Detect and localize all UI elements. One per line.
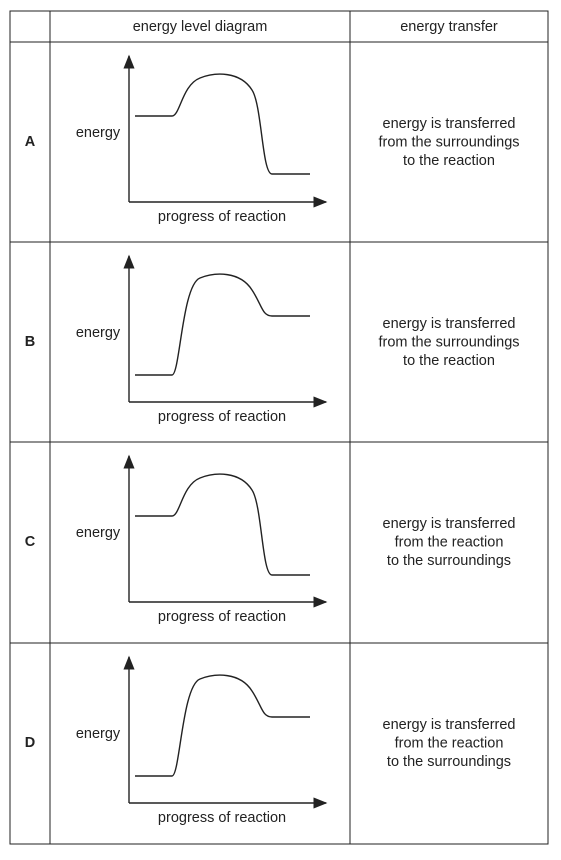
x-axis-label: progress of reaction [158, 409, 286, 425]
y-axis-label: energy [76, 525, 121, 541]
x-axis-label: progress of reaction [158, 609, 286, 625]
transfer-text: energy is transferred [383, 316, 516, 332]
transfer-text: from the surroundings [378, 334, 519, 350]
transfer-text: energy is transferred [383, 516, 516, 532]
energy-curve [135, 273, 310, 376]
transfer-text: from the reaction [395, 735, 504, 751]
transfer-text: to the surroundings [387, 754, 511, 770]
x-axis-label: progress of reaction [158, 810, 286, 826]
header-cell: energy level diagram [133, 19, 268, 35]
transfer-text: to the surroundings [387, 553, 511, 569]
transfer-text: from the surroundings [378, 134, 519, 150]
row-label: B [25, 334, 35, 350]
row-label: D [25, 735, 35, 751]
transfer-text: from the reaction [395, 534, 504, 550]
transfer-text: energy is transferred [383, 717, 516, 733]
y-axis-label: energy [76, 325, 121, 341]
energy-curve [135, 473, 310, 576]
row-label: C [25, 534, 36, 550]
transfer-text: to the reaction [403, 153, 495, 169]
row-label: A [25, 134, 36, 150]
energy-curve [135, 674, 310, 777]
y-axis-label: energy [76, 125, 121, 141]
header-cell: energy transfer [400, 19, 498, 35]
transfer-text: to the reaction [403, 353, 495, 369]
energy-curve [135, 73, 310, 175]
x-axis-label: progress of reaction [158, 209, 286, 225]
table-grid [9, 10, 549, 845]
transfer-text: energy is transferred [383, 116, 516, 132]
y-axis-label: energy [76, 726, 121, 742]
